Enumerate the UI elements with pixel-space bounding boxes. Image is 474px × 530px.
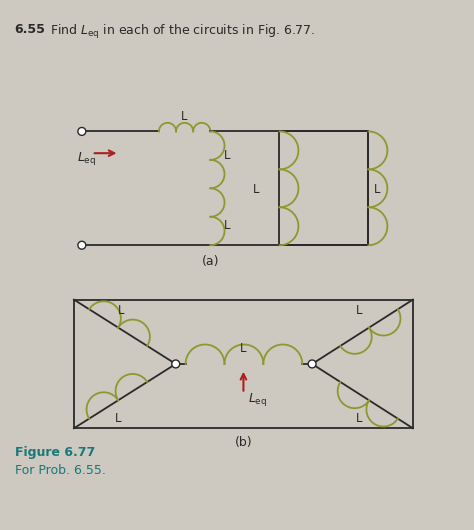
Text: L: L [356, 412, 363, 425]
Text: L: L [224, 149, 231, 162]
Text: $L_{\rm eq}$: $L_{\rm eq}$ [248, 391, 267, 408]
Text: L: L [356, 304, 363, 317]
Text: Find $L_{\rm eq}$ in each of the circuits in Fig. 6.77.: Find $L_{\rm eq}$ in each of the circuit… [50, 23, 315, 41]
Text: Figure 6.77: Figure 6.77 [15, 446, 95, 459]
Text: L: L [374, 183, 380, 196]
Text: 6.55: 6.55 [15, 23, 46, 36]
Text: L: L [118, 304, 124, 317]
Circle shape [172, 360, 180, 368]
Text: $L_{\rm eq}$: $L_{\rm eq}$ [77, 150, 96, 167]
Text: For Prob. 6.55.: For Prob. 6.55. [15, 464, 106, 477]
Text: L: L [224, 219, 231, 232]
Text: L: L [240, 342, 246, 355]
Text: L: L [253, 183, 260, 196]
Circle shape [78, 241, 86, 249]
Circle shape [78, 127, 86, 135]
Text: (b): (b) [235, 436, 252, 449]
Circle shape [308, 360, 316, 368]
Text: L: L [115, 412, 121, 425]
Text: L: L [182, 110, 188, 122]
Text: (a): (a) [201, 255, 219, 268]
